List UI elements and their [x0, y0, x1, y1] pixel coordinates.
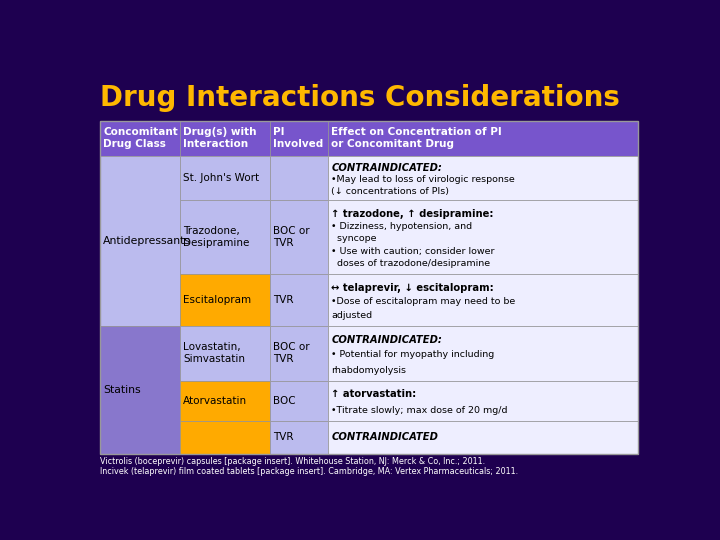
- Bar: [100, 121, 638, 454]
- Text: syncope: syncope: [331, 234, 377, 244]
- Bar: [328, 421, 638, 454]
- Text: Escitalopram: Escitalopram: [183, 295, 251, 305]
- Text: Atorvastatin: Atorvastatin: [183, 396, 247, 406]
- Bar: [180, 381, 270, 421]
- Text: TVR: TVR: [274, 295, 294, 305]
- Bar: [180, 156, 270, 200]
- Text: rhabdomyolysis: rhabdomyolysis: [331, 366, 407, 375]
- Text: Effect on Concentration of PI
or Concomitant Drug: Effect on Concentration of PI or Concomi…: [331, 127, 503, 149]
- Bar: [180, 326, 270, 381]
- Bar: [180, 121, 270, 156]
- Bar: [270, 200, 328, 274]
- Text: BOC or
TVR: BOC or TVR: [274, 342, 310, 364]
- Bar: [270, 121, 328, 156]
- Text: ↔ telaprevir, ↓ escitalopram:: ↔ telaprevir, ↓ escitalopram:: [331, 282, 494, 293]
- Bar: [328, 156, 638, 200]
- Text: adjusted: adjusted: [331, 312, 372, 320]
- Bar: [270, 381, 328, 421]
- Text: doses of trazodone/desipramine: doses of trazodone/desipramine: [331, 259, 490, 268]
- Text: Drug Interactions Considerations: Drug Interactions Considerations: [100, 84, 620, 112]
- Bar: [328, 326, 638, 381]
- Text: TVR: TVR: [274, 433, 294, 442]
- Bar: [270, 156, 328, 200]
- Text: Antidepressants: Antidepressants: [104, 235, 192, 246]
- Bar: [180, 274, 270, 326]
- Text: Drug(s) with
Interaction: Drug(s) with Interaction: [183, 127, 256, 149]
- Text: • Use with caution; consider lower: • Use with caution; consider lower: [331, 247, 495, 256]
- Text: • Dizziness, hypotension, and: • Dizziness, hypotension, and: [331, 222, 472, 231]
- Text: Concomitant
Drug Class: Concomitant Drug Class: [104, 127, 178, 149]
- Text: Lovastatin,
Simvastatin: Lovastatin, Simvastatin: [183, 342, 245, 364]
- Text: St. John's Wort: St. John's Wort: [183, 173, 259, 183]
- Text: •Dose of escitalopram may need to be: •Dose of escitalopram may need to be: [331, 297, 516, 306]
- Text: CONTRAINDICATED:: CONTRAINDICATED:: [331, 335, 442, 345]
- Text: Victrolis (boceprevir) capsules [package insert]. Whitehouse Station, NJ: Merck : Victrolis (boceprevir) capsules [package…: [100, 457, 518, 476]
- Text: Trazodone,
Desipramine: Trazodone, Desipramine: [183, 226, 249, 248]
- Bar: [270, 421, 328, 454]
- Text: •May lead to loss of virologic response: •May lead to loss of virologic response: [331, 175, 516, 184]
- Text: CONTRAINDICATED:: CONTRAINDICATED:: [331, 163, 442, 173]
- Bar: [180, 421, 270, 454]
- Text: CONTRAINDICATED: CONTRAINDICATED: [331, 432, 438, 442]
- Bar: [328, 274, 638, 326]
- Text: (↓ concentrations of PIs): (↓ concentrations of PIs): [331, 187, 449, 197]
- Text: ↑ atorvastatin:: ↑ atorvastatin:: [331, 389, 417, 399]
- Text: BOC: BOC: [274, 396, 296, 406]
- Text: •Titrate slowly; max dose of 20 mg/d: •Titrate slowly; max dose of 20 mg/d: [331, 406, 508, 415]
- Bar: [100, 326, 180, 454]
- Bar: [270, 274, 328, 326]
- Text: PI
Involved: PI Involved: [274, 127, 323, 149]
- Bar: [328, 381, 638, 421]
- Bar: [270, 326, 328, 381]
- Text: ↑ trazodone, ↑ desipramine:: ↑ trazodone, ↑ desipramine:: [331, 210, 494, 219]
- Text: Statins: Statins: [104, 384, 141, 395]
- Bar: [100, 121, 180, 156]
- Bar: [328, 200, 638, 274]
- Bar: [328, 121, 638, 156]
- Bar: [100, 156, 180, 326]
- Text: BOC or
TVR: BOC or TVR: [274, 226, 310, 248]
- Text: • Potential for myopathy including: • Potential for myopathy including: [331, 350, 495, 359]
- Bar: [180, 200, 270, 274]
